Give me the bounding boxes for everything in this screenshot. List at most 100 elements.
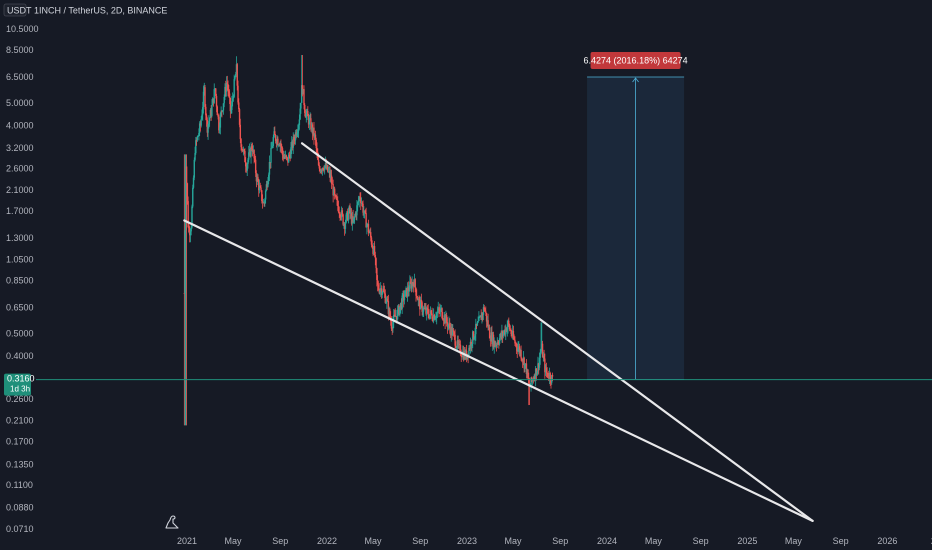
candle-body bbox=[349, 206, 351, 214]
candle-body bbox=[442, 318, 444, 320]
candle-body bbox=[277, 144, 280, 146]
candle-body bbox=[431, 313, 433, 319]
candle-body bbox=[307, 110, 309, 117]
candle-body bbox=[238, 102, 240, 110]
candle-body bbox=[437, 308, 439, 312]
candle-body bbox=[260, 187, 262, 191]
candle-body bbox=[214, 88, 216, 90]
candle-body bbox=[197, 135, 199, 137]
candle-body bbox=[281, 146, 283, 149]
candle-body bbox=[442, 319, 445, 321]
candle-body bbox=[221, 110, 224, 112]
candle-body bbox=[432, 314, 435, 322]
candle-body bbox=[456, 340, 459, 348]
candle-body bbox=[386, 299, 388, 302]
candle-body bbox=[433, 314, 436, 320]
candle-body bbox=[435, 313, 438, 318]
y-tick-label: 4.0000 bbox=[6, 121, 34, 131]
candle-body bbox=[497, 342, 499, 344]
candle-body bbox=[457, 340, 459, 345]
candle-body bbox=[267, 181, 269, 187]
candle-body bbox=[504, 330, 506, 335]
candle-body bbox=[240, 139, 242, 148]
candle-body bbox=[480, 315, 482, 320]
candle-body bbox=[303, 89, 305, 105]
candle-body bbox=[489, 338, 492, 341]
candle-body bbox=[189, 231, 192, 236]
candle-body bbox=[495, 344, 498, 346]
candle-body bbox=[316, 148, 318, 153]
candle-body bbox=[216, 106, 219, 116]
price-axis[interactable]: 10.5000 8.5000 6.5000 5.0000 4.0000 3.2000 2.6… bbox=[6, 24, 39, 534]
candle-body bbox=[384, 293, 387, 303]
measure-tool[interactable]: 6.4274 (2016.18%) 64274 bbox=[584, 51, 688, 380]
header-bar: USDT 1INCH / TetherUS, 2D, BINANCE bbox=[3, 3, 167, 17]
candle-body bbox=[526, 369, 528, 375]
candle-body bbox=[429, 314, 431, 319]
candle-body bbox=[515, 343, 518, 348]
candle-body bbox=[495, 344, 497, 347]
candle-body bbox=[232, 96, 235, 99]
candle-body bbox=[305, 113, 307, 118]
trendline[interactable] bbox=[300, 142, 814, 522]
time-axis[interactable]: 2021 May Sep 2022 May Sep 2023 May Sep 2024 May Sep… bbox=[177, 536, 932, 546]
candle-body bbox=[275, 140, 278, 144]
candle-body bbox=[508, 320, 510, 325]
y-tick-label: 1.3000 bbox=[6, 233, 34, 243]
candle-body bbox=[444, 315, 446, 324]
candle-body bbox=[452, 330, 454, 336]
candle-body bbox=[540, 348, 542, 354]
candle-body bbox=[312, 127, 314, 134]
currency-box[interactable] bbox=[3, 3, 27, 17]
candle-body bbox=[533, 377, 535, 380]
candle-body bbox=[244, 162, 247, 167]
trendlines[interactable] bbox=[183, 142, 814, 522]
candle-body bbox=[421, 302, 423, 312]
candle-body bbox=[406, 287, 409, 297]
candle-body bbox=[475, 323, 478, 326]
candle-body bbox=[306, 110, 308, 114]
candle-body bbox=[333, 188, 336, 195]
candle-body bbox=[257, 176, 259, 182]
candle-body bbox=[419, 299, 422, 310]
candle-body bbox=[473, 337, 475, 339]
tradingview-logo[interactable] bbox=[165, 515, 179, 529]
candle-body bbox=[375, 258, 377, 269]
candle-body bbox=[248, 148, 251, 153]
candle-body bbox=[235, 64, 238, 75]
candle-body bbox=[374, 255, 377, 259]
candle-body bbox=[234, 77, 236, 80]
candle-body bbox=[184, 230, 186, 294]
candle-body bbox=[535, 368, 538, 376]
candle-body bbox=[417, 299, 419, 301]
candle-body bbox=[370, 232, 372, 238]
candle-body bbox=[326, 165, 328, 169]
candle-body bbox=[355, 213, 357, 216]
candle-body bbox=[249, 148, 251, 157]
candle-body bbox=[288, 154, 291, 156]
candle-body bbox=[256, 176, 258, 182]
candle-body bbox=[391, 328, 393, 330]
candle-body bbox=[225, 86, 227, 92]
y-tick-label: 2.6000 bbox=[6, 164, 34, 174]
candle-body bbox=[338, 212, 340, 214]
candle-body bbox=[403, 294, 405, 301]
candle-body bbox=[517, 348, 519, 351]
y-tick-label: 0.0880 bbox=[6, 503, 34, 513]
candle-body bbox=[206, 119, 209, 133]
candle-body bbox=[462, 351, 465, 360]
candle-body bbox=[525, 363, 528, 375]
candle-body bbox=[201, 114, 203, 120]
candle-body bbox=[336, 198, 338, 200]
trendline[interactable] bbox=[183, 219, 814, 522]
candle-body bbox=[233, 79, 235, 97]
candle-body bbox=[310, 124, 313, 130]
candle-body bbox=[284, 156, 286, 158]
candle-body bbox=[385, 301, 387, 303]
candle-body bbox=[399, 302, 402, 308]
candle-body bbox=[508, 324, 511, 330]
candle-body bbox=[351, 216, 354, 224]
candle-body bbox=[445, 315, 447, 324]
candle-body bbox=[488, 327, 491, 339]
